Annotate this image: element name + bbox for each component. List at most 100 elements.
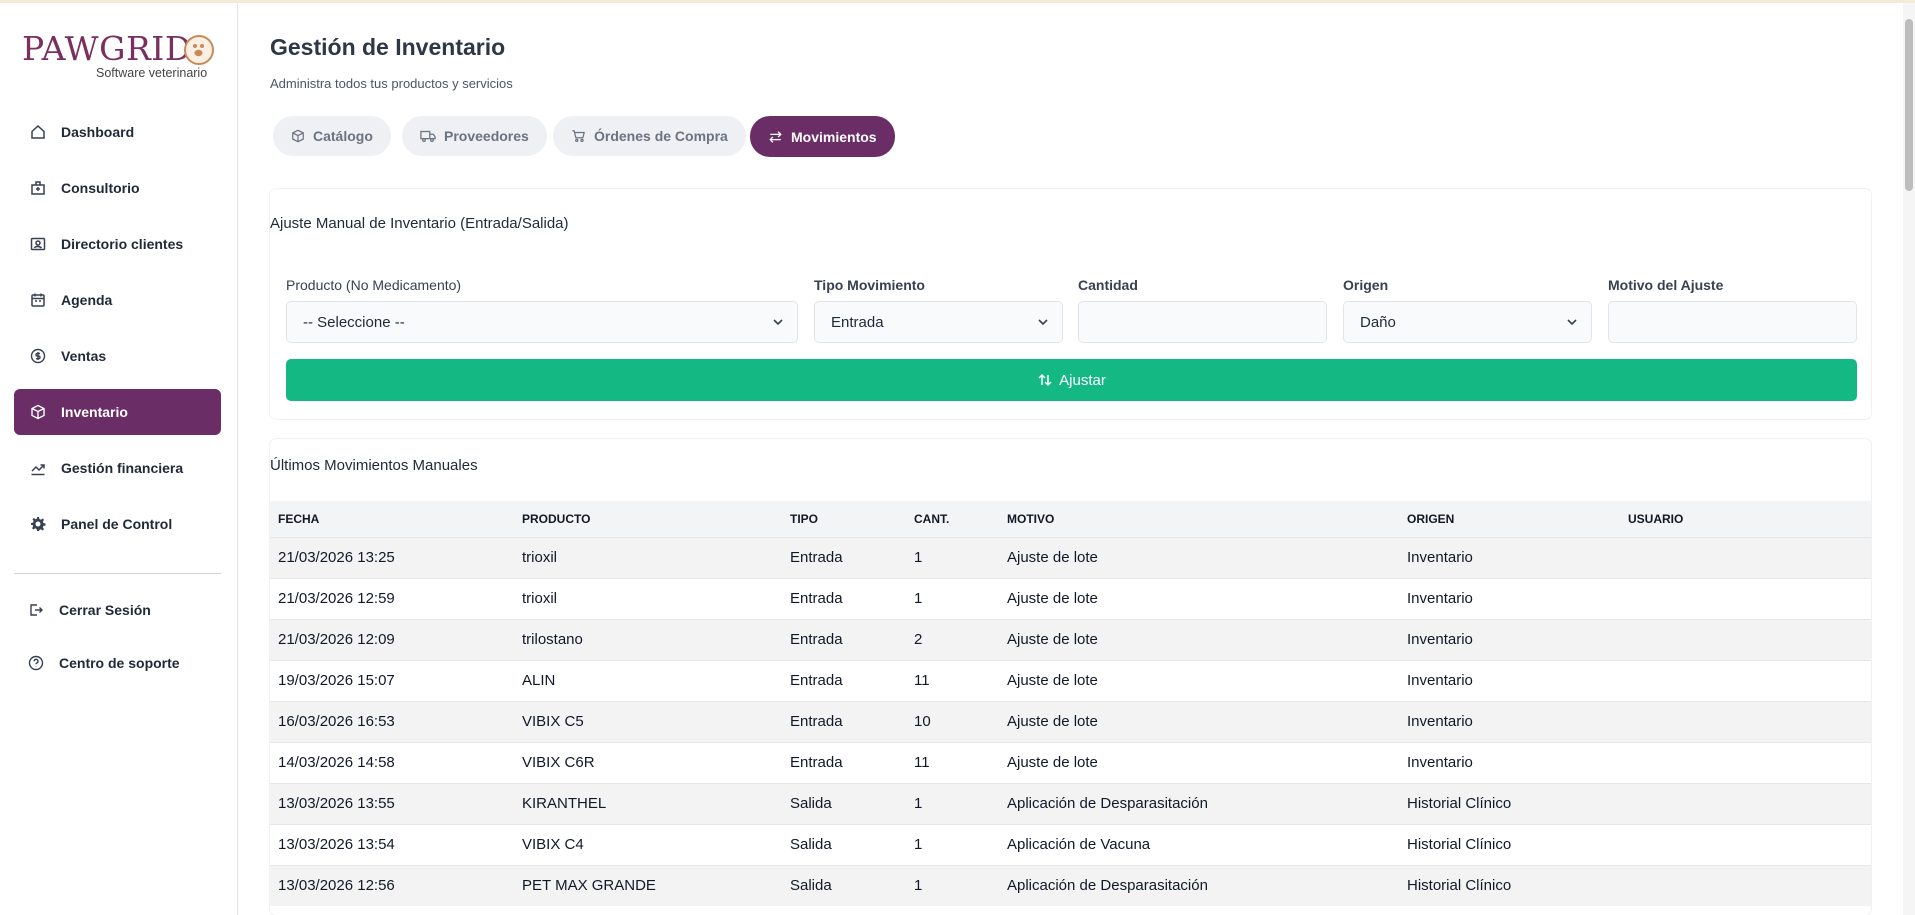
adjust-form-card: Ajuste Manual de Inventario (Entrada/Sal…: [270, 189, 1871, 419]
cell-motivo: Ajuste de lote: [999, 618, 1399, 660]
help-circle-icon: [26, 653, 46, 673]
column-header-fecha[interactable]: FECHA: [270, 501, 514, 537]
cell-motivo: Ajuste de lote: [999, 659, 1399, 701]
sidebar-item-panel-control[interactable]: Panel de Control: [14, 501, 221, 547]
quantity-input[interactable]: [1078, 301, 1327, 343]
calendar-icon: [28, 290, 48, 310]
cell-tipo: Entrada: [782, 577, 906, 619]
reason-label: Motivo del Ajuste: [1608, 277, 1724, 293]
chevron-down-icon: [1565, 315, 1579, 333]
product-select[interactable]: -- Seleccione --: [286, 301, 798, 343]
top-border: [0, 0, 1915, 3]
reason-input[interactable]: [1608, 301, 1857, 343]
cell-usuario: [1620, 618, 1871, 660]
support-center-link[interactable]: Centro de soporte: [14, 640, 221, 686]
sidebar-item-label: Inventario: [61, 404, 128, 420]
column-header-producto[interactable]: PRODUCTO: [514, 501, 782, 537]
cell-fecha: 13/03/2026 13:55: [270, 782, 514, 824]
cell-producto: trilostano: [514, 618, 782, 660]
table-row[interactable]: 21/03/2026 12:09 trilostano Entrada 2 Ajuste…: [270, 618, 1871, 660]
tab-ordenes-compra[interactable]: Órdenes de Compra: [553, 116, 746, 156]
cell-producto: trioxil: [514, 577, 782, 619]
cell-cantidad: 10: [906, 700, 999, 742]
cell-fecha: 21/03/2026 12:09: [270, 618, 514, 660]
cell-motivo: Ajuste de lote: [999, 577, 1399, 619]
cell-motivo: Ajuste de lote: [999, 536, 1399, 578]
movement-type-select[interactable]: Entrada: [814, 301, 1063, 343]
origin-label: Origen: [1343, 277, 1389, 293]
cell-cantidad: 1: [906, 864, 999, 906]
table-header-row: FECHA PRODUCTO TIPO CANT. MOTIVO ORIGEN …: [270, 501, 1871, 537]
column-header-origen[interactable]: ORIGEN: [1399, 501, 1620, 537]
table-row[interactable]: 16/03/2026 16:53 VIBIX C5 Entrada 10 Ajuste …: [270, 700, 1871, 742]
table-row[interactable]: 19/03/2026 15:07 ALIN Entrada 11 Ajuste de l…: [270, 659, 1871, 701]
tab-label: Catálogo: [313, 128, 373, 144]
cart-icon: [571, 129, 586, 143]
page-subtitle: Administra todos tus productos y servici…: [270, 76, 513, 91]
column-header-tipo[interactable]: TIPO: [782, 501, 906, 537]
table-row[interactable]: 21/03/2026 12:59 trioxil Entrada 1 Ajuste de…: [270, 577, 1871, 619]
table-row[interactable]: 13/03/2026 13:54 VIBIX C4 Salida 1 Aplicació…: [270, 823, 1871, 865]
cell-usuario: [1620, 782, 1871, 824]
chevron-down-icon: [1036, 315, 1050, 333]
scrollbar-thumb[interactable]: [1905, 19, 1913, 191]
cell-motivo: Ajuste de lote: [999, 700, 1399, 742]
cell-producto: VIBIX C6R: [514, 741, 782, 783]
tab-catalogo[interactable]: Catálogo: [273, 116, 391, 156]
origin-select[interactable]: Daño: [1343, 301, 1592, 343]
cell-tipo: Entrada: [782, 536, 906, 578]
cell-fecha: 13/03/2026 12:56: [270, 864, 514, 906]
column-header-cant[interactable]: CANT.: [906, 501, 999, 537]
cell-motivo: Ajuste de lote: [999, 741, 1399, 783]
table-row[interactable]: 13/03/2026 13:55 KIRANTHEL Salida 1 Aplicaci…: [270, 782, 1871, 824]
movements-table: FECHA PRODUCTO TIPO CANT. MOTIVO ORIGEN …: [270, 501, 1871, 906]
cell-cantidad: 1: [906, 577, 999, 619]
table-row[interactable]: 13/03/2026 12:56 PET MAX GRANDE Salida 1 Apl…: [270, 864, 1871, 906]
cell-origen: Historial Clínico: [1399, 823, 1620, 865]
cell-motivo: Aplicación de Desparasitación: [999, 864, 1399, 906]
cell-fecha: 19/03/2026 15:07: [270, 659, 514, 701]
brand-logo[interactable]: PAWGRID Software veterinario: [22, 31, 222, 86]
cell-origen: Historial Clínico: [1399, 864, 1620, 906]
sidebar: PAWGRID Software veterinario Dashboard C…: [0, 3, 238, 915]
adjust-button[interactable]: Ajustar: [286, 359, 1857, 401]
table-row[interactable]: 21/03/2026 13:25 trioxil Entrada 1 Ajuste de…: [270, 536, 1871, 578]
box-icon: [28, 402, 48, 422]
cell-origen: Inventario: [1399, 659, 1620, 701]
sidebar-item-agenda[interactable]: Agenda: [14, 277, 221, 323]
cell-tipo: Entrada: [782, 741, 906, 783]
cell-origen: Inventario: [1399, 700, 1620, 742]
cell-fecha: 14/03/2026 14:58: [270, 741, 514, 783]
table-row[interactable]: 14/03/2026 14:58 VIBIX C6R Entrada 11 Ajuste…: [270, 741, 1871, 783]
tab-movimientos[interactable]: Movimientos: [750, 116, 895, 157]
brand-tagline: Software veterinario: [96, 66, 208, 80]
cell-producto: KIRANTHEL: [514, 782, 782, 824]
column-header-motivo[interactable]: MOTIVO: [999, 501, 1399, 537]
tab-proveedores[interactable]: Proveedores: [402, 116, 547, 156]
cell-origen: Historial Clínico: [1399, 782, 1620, 824]
column-header-usuario[interactable]: USUARIO: [1620, 501, 1871, 537]
page-scrollbar[interactable]: [1903, 3, 1915, 915]
cell-tipo: Entrada: [782, 659, 906, 701]
sidebar-item-consultorio[interactable]: Consultorio: [14, 165, 221, 211]
tab-label: Órdenes de Compra: [594, 128, 728, 144]
sidebar-item-inventario[interactable]: Inventario: [14, 389, 221, 435]
contact-card-icon: [28, 234, 48, 254]
cell-cantidad: 1: [906, 536, 999, 578]
cell-origen: Inventario: [1399, 741, 1620, 783]
cell-cantidad: 11: [906, 659, 999, 701]
cell-origen: Inventario: [1399, 577, 1620, 619]
sidebar-item-directorio[interactable]: Directorio clientes: [14, 221, 221, 267]
sidebar-item-gestion-financiera[interactable]: Gestión financiera: [14, 445, 221, 491]
sidebar-item-ventas[interactable]: Ventas: [14, 333, 221, 379]
brand-name: PAWGRID: [22, 29, 192, 68]
page-title: Gestión de Inventario: [270, 34, 506, 60]
logout-button[interactable]: Cerrar Sesión: [14, 587, 221, 633]
sidebar-item-label: Agenda: [61, 292, 113, 308]
cell-producto: VIBIX C4: [514, 823, 782, 865]
chevron-down-icon: [771, 315, 785, 333]
movements-card: Últimos Movimientos Manuales FECHA PRODU…: [270, 439, 1871, 915]
sidebar-item-dashboard[interactable]: Dashboard: [14, 109, 221, 155]
cell-usuario: [1620, 741, 1871, 783]
sidebar-item-label: Cerrar Sesión: [59, 602, 151, 618]
